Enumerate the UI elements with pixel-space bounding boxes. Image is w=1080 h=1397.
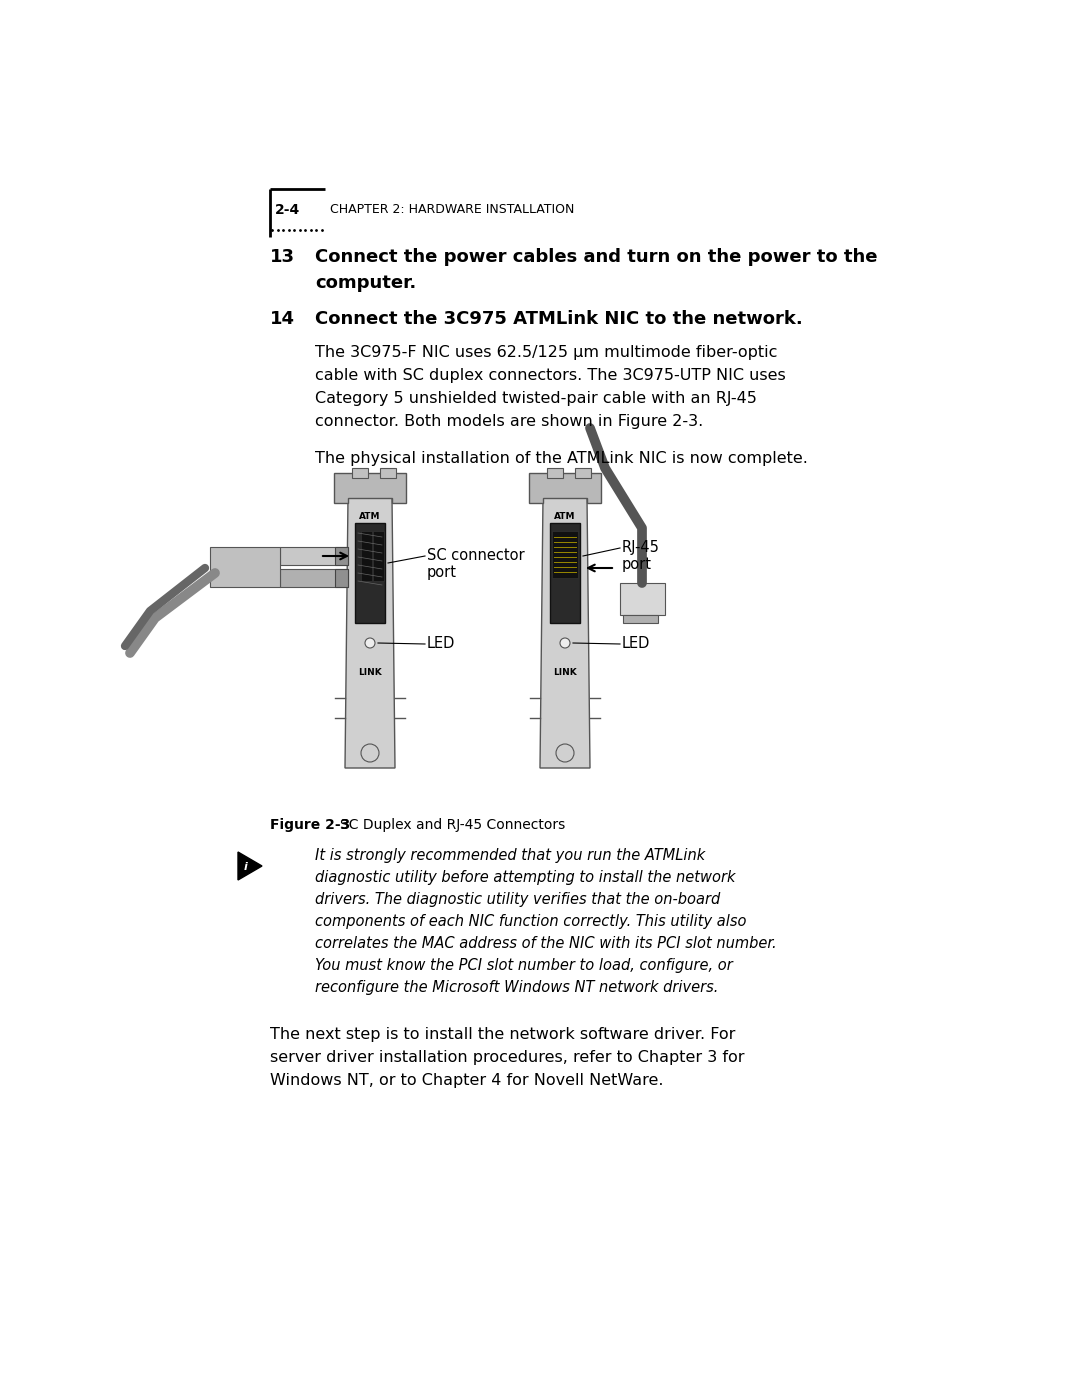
Polygon shape <box>280 548 348 564</box>
Polygon shape <box>361 531 372 581</box>
Text: SC connector: SC connector <box>427 548 525 563</box>
Text: 13: 13 <box>270 249 295 265</box>
Text: It is strongly recommended that you run the ATMLink: It is strongly recommended that you run … <box>315 848 705 863</box>
Text: computer.: computer. <box>315 274 416 292</box>
Polygon shape <box>546 468 563 478</box>
Text: server driver installation procedures, refer to Chapter 3 for: server driver installation procedures, r… <box>270 1051 744 1065</box>
Text: drivers. The diagnostic utility verifies that the on-board: drivers. The diagnostic utility verifies… <box>315 893 720 907</box>
Polygon shape <box>238 852 262 880</box>
Text: SC Duplex and RJ-45 Connectors: SC Duplex and RJ-45 Connectors <box>340 819 565 833</box>
Text: Category 5 unshielded twisted-pair cable with an RJ-45: Category 5 unshielded twisted-pair cable… <box>315 391 757 407</box>
Polygon shape <box>550 522 580 623</box>
Text: The next step is to install the network software driver. For: The next step is to install the network … <box>270 1027 735 1042</box>
Text: reconfigure the Microsoft Windows NT network drivers.: reconfigure the Microsoft Windows NT net… <box>315 981 718 995</box>
Text: Figure 2-3: Figure 2-3 <box>270 819 350 833</box>
Text: components of each NIC function correctly. This utility also: components of each NIC function correctl… <box>315 914 746 929</box>
Text: You must know the PCI slot number to load, configure, or: You must know the PCI slot number to loa… <box>315 958 732 972</box>
Text: 2-4: 2-4 <box>275 203 300 217</box>
Polygon shape <box>540 497 590 768</box>
Text: Connect the 3C975 ATMLink NIC to the network.: Connect the 3C975 ATMLink NIC to the net… <box>315 310 802 328</box>
Text: Windows NT, or to Chapter 4 for Novell NetWare.: Windows NT, or to Chapter 4 for Novell N… <box>270 1073 663 1088</box>
Text: diagnostic utility before attempting to install the network: diagnostic utility before attempting to … <box>315 870 735 886</box>
Text: CHAPTER 2: HARDWARE INSTALLATION: CHAPTER 2: HARDWARE INSTALLATION <box>330 203 575 217</box>
Text: ATM: ATM <box>554 511 576 521</box>
Polygon shape <box>334 474 406 503</box>
Text: port: port <box>427 564 457 580</box>
Polygon shape <box>380 468 396 478</box>
Text: LED: LED <box>622 636 650 651</box>
Polygon shape <box>355 522 384 623</box>
Text: LINK: LINK <box>553 668 577 678</box>
Text: LINK: LINK <box>359 668 382 678</box>
Text: correlates the MAC address of the NIC with its PCI slot number.: correlates the MAC address of the NIC wi… <box>315 936 777 951</box>
Text: ATM: ATM <box>360 511 381 521</box>
Text: i: i <box>244 862 248 872</box>
Polygon shape <box>529 474 600 503</box>
Polygon shape <box>335 569 348 587</box>
Text: RJ-45: RJ-45 <box>622 541 660 555</box>
Polygon shape <box>620 583 665 615</box>
Text: The physical installation of the ATMLink NIC is now complete.: The physical installation of the ATMLink… <box>315 451 808 467</box>
Polygon shape <box>345 497 395 768</box>
Text: The 3C975-F NIC uses 62.5/125 μm multimode fiber-optic: The 3C975-F NIC uses 62.5/125 μm multimo… <box>315 345 778 360</box>
Text: Connect the power cables and turn on the power to the: Connect the power cables and turn on the… <box>315 249 877 265</box>
Text: connector. Both models are shown in Figure 2-3.: connector. Both models are shown in Figu… <box>315 414 703 429</box>
Polygon shape <box>280 569 348 587</box>
Polygon shape <box>373 531 384 581</box>
Text: LED: LED <box>427 636 456 651</box>
Text: cable with SC duplex connectors. The 3C975-UTP NIC uses: cable with SC duplex connectors. The 3C9… <box>315 367 786 383</box>
Polygon shape <box>623 615 658 623</box>
Polygon shape <box>552 531 578 578</box>
Circle shape <box>365 638 375 648</box>
Polygon shape <box>575 468 591 478</box>
Polygon shape <box>352 468 368 478</box>
Polygon shape <box>335 548 348 564</box>
Polygon shape <box>210 548 280 587</box>
Text: port: port <box>622 557 652 571</box>
Circle shape <box>561 638 570 648</box>
Text: 14: 14 <box>270 310 295 328</box>
